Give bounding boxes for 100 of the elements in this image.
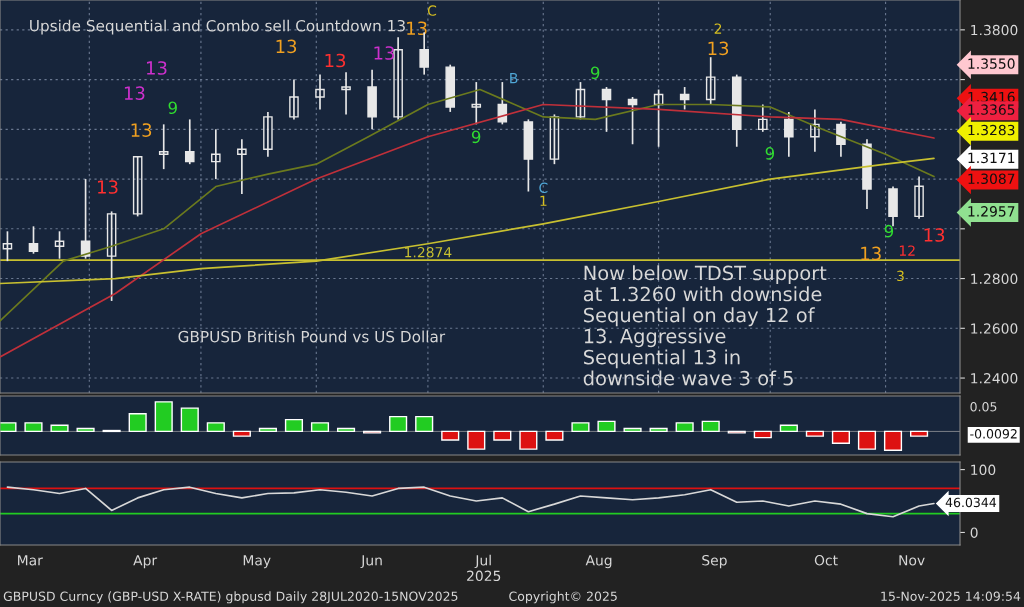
annotation: 2	[714, 23, 722, 34]
annotation: 12	[899, 245, 915, 256]
bar	[675, 422, 694, 433]
annotation: C	[427, 5, 437, 16]
bar	[753, 430, 772, 439]
candlestick	[705, 56, 716, 106]
bar	[649, 427, 668, 433]
annotation: Now below TDST support at 1.3260 with downside Sequential on day 12 of 13. Aggressive Sequential 13 in downside wave 3 of 5	[583, 265, 827, 386]
x-tick-label: Oct	[814, 554, 838, 566]
candlestick	[54, 230, 65, 260]
annotation: 13	[124, 86, 145, 100]
bar	[180, 407, 199, 433]
bar	[336, 427, 356, 433]
x-tick-label: Jul 2025	[467, 554, 501, 582]
annotation: B	[510, 73, 518, 84]
bar	[50, 424, 69, 433]
candlestick	[549, 113, 560, 165]
bar	[883, 430, 903, 451]
bar	[206, 422, 225, 433]
bar	[623, 427, 642, 433]
candlestick	[810, 108, 820, 153]
annotation: 3	[897, 270, 904, 282]
text: 1.3171	[968, 152, 1015, 164]
ref-line-label: 1.2874	[405, 246, 452, 258]
bar	[0, 422, 17, 433]
candlestick	[471, 81, 482, 126]
bar	[232, 430, 251, 437]
text: 1.2957	[968, 206, 1015, 217]
x-tick-label: Nov	[899, 555, 925, 566]
annotation: 9	[168, 101, 177, 115]
y-tick-label: 0	[970, 527, 978, 538]
x-tick-label: Mar	[18, 555, 43, 566]
bar	[258, 427, 277, 433]
bar	[831, 430, 850, 444]
text: Upside Sequential and Combo sell Countdown 13	[30, 19, 405, 35]
bar	[779, 424, 798, 433]
data-label: 46.0344	[945, 497, 997, 508]
bar	[545, 430, 564, 441]
annotation: 13	[861, 246, 881, 261]
x-tick-label: Jun	[360, 555, 382, 569]
candlestick	[758, 103, 768, 133]
y-tick-label: 1.3800	[971, 24, 1018, 36]
bar	[597, 420, 616, 433]
y-tick-label: 1.2400	[971, 373, 1018, 384]
candlestick	[106, 210, 117, 302]
text: 1.3416	[968, 91, 1015, 103]
bar	[805, 430, 824, 437]
annotation: 9	[884, 224, 894, 238]
x-tick-label: Aug	[585, 555, 612, 569]
text: 1.3087	[968, 173, 1015, 185]
annotation: 13	[407, 21, 427, 36]
annotation: 13	[146, 61, 167, 75]
annotation: 13	[924, 228, 945, 242]
bar	[467, 430, 486, 450]
annotation: 13	[708, 41, 729, 56]
annotation: 13	[98, 180, 118, 194]
text: 1.3283	[968, 124, 1015, 136]
annotation: 9	[590, 66, 600, 80]
x-tick-label: May	[243, 555, 271, 569]
y-tick-label: 1.2600	[971, 323, 1018, 334]
candlestick	[237, 138, 247, 195]
bar	[154, 401, 173, 433]
annotation: 1	[540, 195, 547, 206]
bar	[493, 430, 512, 441]
text: 15-Nov-2025 14:09:54	[881, 591, 1021, 601]
bar	[857, 430, 877, 450]
candlestick	[158, 123, 169, 170]
bar	[310, 422, 330, 433]
candlestick	[211, 128, 221, 180]
x-tick-label: Sep	[702, 554, 727, 569]
candlestick	[263, 111, 273, 158]
candlestick	[341, 71, 351, 116]
candlestick	[575, 81, 586, 121]
text: 1.3365	[968, 104, 1015, 115]
candlestick	[393, 36, 403, 121]
bar	[910, 430, 929, 437]
candlestick	[914, 175, 924, 220]
y-tick-label: 100	[971, 464, 996, 476]
bar	[571, 422, 590, 433]
bar	[415, 415, 434, 433]
x-tick-label: Apr	[133, 555, 158, 569]
bar	[519, 430, 538, 450]
candlestick	[132, 155, 143, 218]
bar	[389, 415, 408, 433]
bar	[701, 420, 720, 433]
annotation: 13	[131, 123, 152, 137]
bar	[24, 422, 43, 433]
candlestick	[2, 230, 13, 262]
bar	[128, 413, 147, 433]
y-tick-label: 1.2800	[971, 273, 1018, 285]
annotation: C	[539, 182, 548, 194]
annotation: 9	[765, 147, 775, 160]
annotation: 9	[471, 130, 481, 144]
text: -0.0092	[970, 429, 1017, 439]
candlestick	[653, 88, 664, 148]
bar	[76, 427, 95, 433]
text: GBPUSD British Pound vs US Dollar	[178, 330, 446, 343]
annotation: 13	[276, 39, 297, 54]
annotation: 13	[325, 53, 346, 68]
candlestick	[315, 73, 325, 111]
